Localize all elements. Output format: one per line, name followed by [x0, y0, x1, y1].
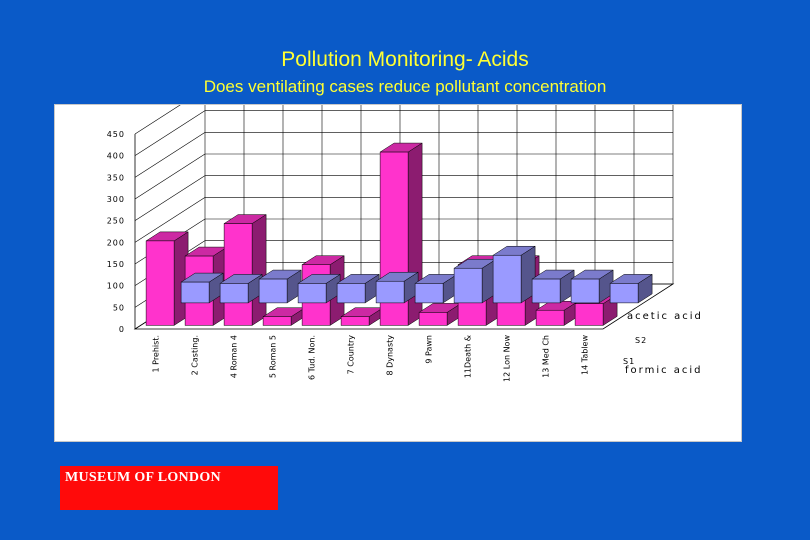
y-tick-label: 250: [107, 217, 125, 226]
bar-acetic-3-side: [251, 214, 267, 326]
left-wall-gridline: [134, 153, 206, 200]
left-wall-gridline: [134, 132, 206, 178]
y-tick-label: 150: [107, 260, 125, 269]
chart-title: Pollution Monitoring- Acids: [281, 48, 529, 71]
bar-formic-2: [219, 283, 249, 304]
chart-3d-bar: 0 50 100 150 200 250 300 350 400 450 1 Prehist. 2 C…: [107, 105, 703, 382]
y-tick-label: 450: [107, 130, 125, 139]
category-label: 9 Pawn: [425, 335, 434, 364]
y-tick-label: 400: [107, 152, 125, 161]
category-label: 1 Prehist.: [152, 335, 161, 373]
bar-acetic-11: [535, 309, 565, 326]
museum-logo: MUSEUM OF LONDON: [60, 466, 278, 510]
bar-formic-9: [492, 254, 522, 304]
bar-formic-5: [336, 283, 366, 304]
category-label: 6 Tud. Non.: [308, 335, 317, 380]
bar-acetic-1: [145, 240, 175, 326]
category-label: 13 Med Ch: [542, 335, 551, 378]
series-axis-label-s1: S1: [623, 357, 635, 366]
left-wall-gridline: [134, 105, 181, 135]
category-label: 11Death &: [464, 335, 473, 378]
bar-formic-6: [375, 280, 405, 304]
bar-formic-3: [258, 278, 288, 304]
bar-formic-12: [609, 283, 639, 304]
y-tick-label: 350: [107, 173, 125, 182]
bar-formic-4: [297, 283, 327, 304]
left-wall-gridline: [134, 175, 206, 221]
chart-subtitle: Does ventilating cases reduce pollutant …: [203, 77, 607, 96]
category-label: 7 Country: [347, 335, 356, 375]
category-label: 4 Roman 4: [230, 335, 239, 378]
category-label: 12 Lon Now: [503, 335, 512, 382]
y-tick-label: 200: [107, 238, 125, 247]
bar-acetic-8: [418, 312, 448, 326]
bar-formic-8: [453, 267, 483, 304]
left-wall-gridline: [134, 197, 206, 243]
left-wall-gridline: [134, 110, 206, 156]
bar-formic-1: [180, 281, 210, 304]
y-tick-label: 50: [113, 303, 125, 312]
bar-formic-11: [570, 278, 600, 304]
y-tick-label: 0: [119, 325, 125, 334]
category-label: 8 Dynasty: [386, 335, 395, 376]
series-name-acetic: acetic acid: [627, 311, 703, 322]
bar-acetic-12: [574, 303, 604, 326]
bar-formic-7: [414, 283, 444, 304]
category-label: 5 Roman 5: [269, 335, 278, 378]
bar-acetic-4: [262, 316, 292, 326]
bar-formic-10: [531, 278, 561, 304]
bar-acetic-6: [340, 316, 370, 326]
series-axis-label-s2: S2: [635, 336, 647, 345]
category-label: 2 Casting.: [191, 335, 200, 375]
y-tick-label: 100: [107, 282, 125, 291]
chart-panel: 0 50 100 150 200 250 300 350 400 450 1 Prehist. 2 C…: [54, 104, 742, 442]
logo-text: MUSEUM OF LONDON: [65, 470, 221, 485]
y-tick-label: 300: [107, 195, 125, 204]
category-label: 14 Tablew: [581, 335, 590, 375]
series-name-formic: formic acid: [625, 365, 703, 376]
